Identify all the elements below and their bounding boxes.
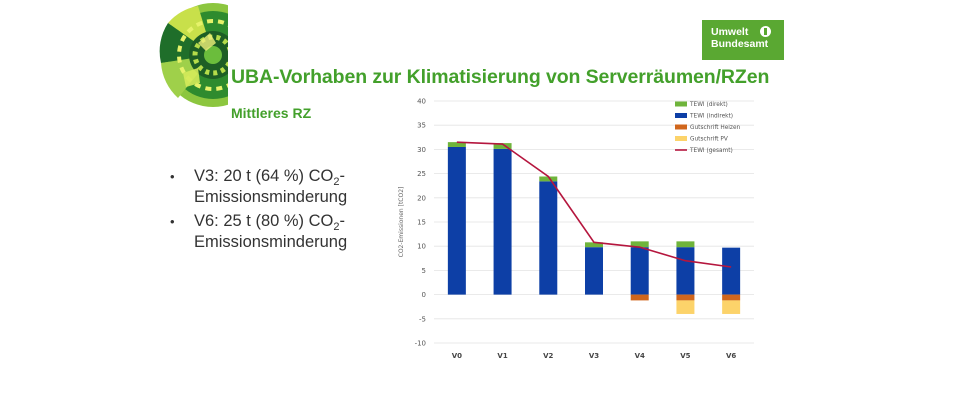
bullet-text-post: -Emissionsminderung (194, 167, 348, 206)
bar-gutschrift-heizen (676, 294, 695, 301)
bar-gutschrift-heizen (630, 294, 649, 301)
bar-tewi-direkt- (676, 241, 695, 248)
logo-disc-icon (159, 3, 228, 107)
y-tick-label: 35 (417, 122, 426, 130)
y-tick-label: 10 (417, 243, 426, 251)
logo-line-1: Umwelt (711, 26, 749, 38)
bullet-item: • V6: 25 t (80 %) CO2-Emissionsminderung (170, 211, 380, 253)
bullet-text-pre: V3: 20 t (64 %) CO (194, 167, 334, 185)
bar-gutschrift-pv (676, 300, 695, 314)
bar-tewi-direkt- (447, 142, 466, 147)
bullet-text-post: -Emissionsminderung (194, 212, 348, 251)
legend-swatch (675, 136, 687, 141)
x-tick-label: V3 (589, 352, 599, 360)
legend-label: Gutschrift Heizen (690, 125, 741, 131)
x-tick-label: V1 (497, 352, 507, 360)
legend-swatch (675, 113, 687, 118)
bar-tewi-direkt- (539, 176, 558, 182)
bar-tewi-indirekt- (447, 146, 466, 295)
bullet-subscript: 2 (333, 176, 340, 188)
y-tick-label: -10 (415, 340, 426, 348)
emissions-chart: -10 -5 0 5 10 15 20 25 30 35 40 CO2-Emissionen [tCO… (398, 98, 754, 360)
y-tick-label: 0 (422, 291, 426, 299)
bullet-item: • V3: 20 t (64 %) CO2-Emissionsminderung (170, 166, 380, 208)
bar-tewi-direkt- (493, 143, 512, 149)
slide-subtitle: Mittleres RZ (231, 105, 312, 121)
logo-line-2: Bundesamt (711, 38, 769, 50)
bar-tewi-indirekt- (630, 247, 649, 295)
y-tick-label: 15 (417, 219, 426, 227)
y-tick-label: 5 (422, 267, 426, 275)
bar-tewi-direkt- (585, 242, 603, 248)
bar-tewi-indirekt- (722, 247, 741, 295)
x-tick-label: V6 (726, 352, 736, 360)
legend-swatch (675, 101, 687, 107)
x-tick-label: V0 (452, 352, 462, 360)
y-axis-label: CO2-Emissionen [tCO2] (398, 187, 405, 258)
y-tick-label: 25 (417, 170, 426, 178)
y-tick-label: 20 (417, 194, 426, 202)
y-tick-label: 30 (417, 146, 426, 154)
legend-label: Gutschrift PV (690, 137, 728, 143)
y-tick-label: -5 (419, 315, 426, 323)
bar-tewi-indirekt- (493, 148, 512, 295)
x-tick-label: V4 (635, 352, 645, 360)
bar-gutschrift-heizen (722, 294, 741, 301)
bar-tewi-indirekt- (585, 247, 603, 295)
legend-swatch (675, 124, 687, 130)
x-tick-label: V5 (680, 352, 690, 360)
uba-seal-icon (760, 26, 771, 37)
bullet-text-pre: V6: 25 t (80 %) CO (194, 212, 334, 230)
bar-tewi-indirekt- (539, 181, 558, 295)
x-tick-label: V2 (543, 352, 553, 360)
slide-title: UBA-Vorhaben zur Klimatisierung von Serv… (231, 66, 770, 88)
y-tick-label: 40 (417, 98, 426, 106)
bar-gutschrift-pv (722, 300, 741, 314)
bar-tewi-direkt- (630, 241, 649, 248)
line-tewi-gesamt (456, 141, 732, 268)
bullet-subscript: 2 (333, 221, 340, 233)
bar-tewi-indirekt- (676, 247, 695, 295)
legend-label: TEWI (direkt) (689, 102, 728, 108)
bullet-marker: • (170, 214, 175, 229)
legend-label: TEWI (indirekt) (689, 114, 733, 120)
umweltbundesamt-logo: Umwelt Bundesamt (702, 20, 784, 60)
bullet-marker: • (170, 169, 175, 184)
bullet-list: • V3: 20 t (64 %) CO2-Emissionsminderung… (170, 166, 380, 256)
legend-label: TEWI (gesamt) (689, 148, 733, 154)
